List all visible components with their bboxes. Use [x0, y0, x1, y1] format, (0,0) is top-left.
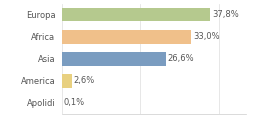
Text: 33,0%: 33,0%	[193, 32, 220, 41]
Bar	[62, 8, 210, 21]
Bar	[62, 52, 166, 66]
Bar	[62, 74, 72, 88]
Bar	[62, 30, 191, 44]
Text: 26,6%: 26,6%	[168, 54, 194, 63]
Text: 37,8%: 37,8%	[212, 10, 239, 19]
Text: 0,1%: 0,1%	[64, 98, 85, 108]
Text: 2,6%: 2,6%	[73, 76, 95, 85]
